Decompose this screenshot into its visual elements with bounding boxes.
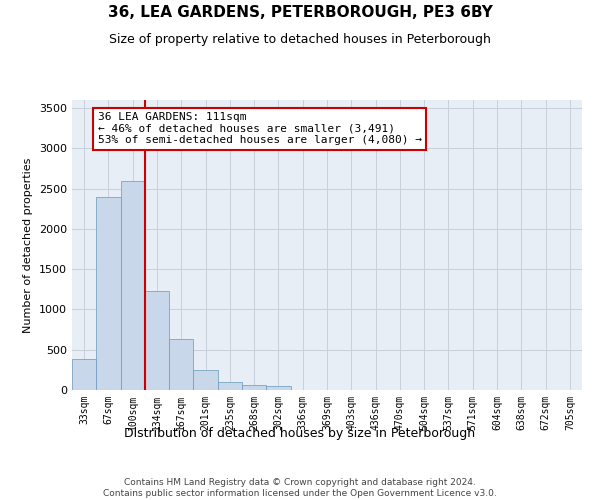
- Bar: [266, 386, 290, 390]
- Bar: [121, 180, 145, 390]
- Bar: [218, 382, 242, 390]
- Bar: [145, 291, 169, 390]
- Text: 36, LEA GARDENS, PETERBOROUGH, PE3 6BY: 36, LEA GARDENS, PETERBOROUGH, PE3 6BY: [107, 5, 493, 20]
- Text: Distribution of detached houses by size in Peterborough: Distribution of detached houses by size …: [124, 428, 476, 440]
- Bar: [242, 385, 266, 390]
- Y-axis label: Number of detached properties: Number of detached properties: [23, 158, 34, 332]
- Text: 36 LEA GARDENS: 111sqm
← 46% of detached houses are smaller (3,491)
53% of semi-: 36 LEA GARDENS: 111sqm ← 46% of detached…: [97, 112, 421, 146]
- Bar: [72, 358, 96, 390]
- Bar: [193, 370, 218, 390]
- Text: Contains HM Land Registry data © Crown copyright and database right 2024.
Contai: Contains HM Land Registry data © Crown c…: [103, 478, 497, 498]
- Bar: [96, 196, 121, 390]
- Bar: [169, 339, 193, 390]
- Text: Size of property relative to detached houses in Peterborough: Size of property relative to detached ho…: [109, 32, 491, 46]
